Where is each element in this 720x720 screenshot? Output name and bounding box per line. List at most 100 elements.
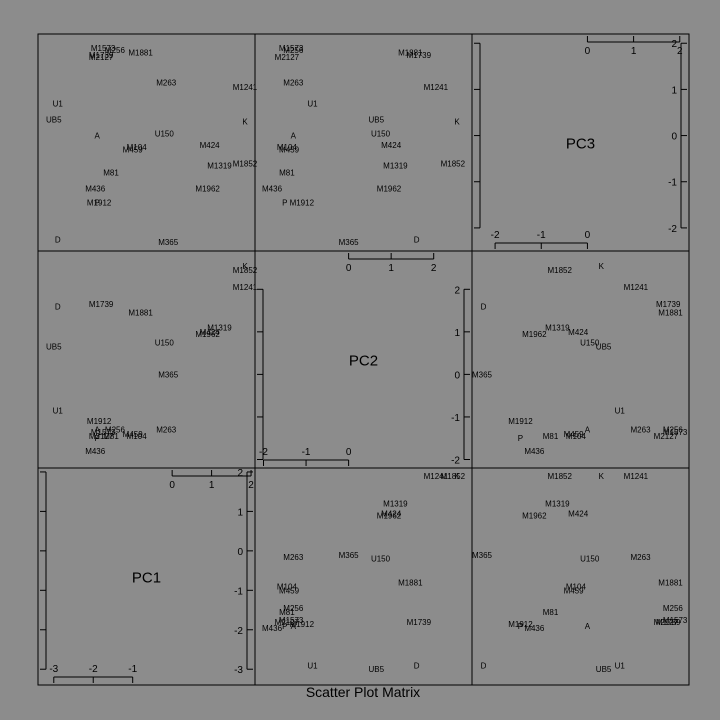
point-M1241: M1241	[233, 283, 258, 292]
point-M459: M459	[279, 586, 300, 595]
point-UB5: UB5	[368, 115, 384, 124]
point-U1: U1	[615, 407, 626, 416]
point-M436: M436	[262, 624, 283, 633]
tick-label-PC3-right: -1	[668, 178, 677, 189]
point-U1: U1	[307, 661, 318, 670]
point-M424: M424	[381, 141, 402, 150]
point-M1319: M1319	[545, 324, 570, 333]
point-M1319: M1319	[207, 324, 232, 333]
point-D: D	[414, 661, 420, 670]
point-M256: M256	[283, 46, 304, 55]
point-M104: M104	[127, 143, 148, 152]
point-M1319: M1319	[545, 500, 570, 509]
point-M256: M256	[105, 426, 126, 435]
point-M1912: M1912	[290, 199, 315, 208]
point-P: P	[282, 199, 287, 208]
point-M2127: M2127	[89, 432, 114, 441]
point-UB5: UB5	[368, 665, 384, 674]
point-M1962: M1962	[195, 185, 220, 194]
point-M436: M436	[85, 447, 106, 456]
tick-label-PC1-right: -2	[234, 626, 243, 637]
point-M81: M81	[543, 608, 559, 617]
point-M459: M459	[564, 586, 585, 595]
point-U1: U1	[53, 99, 64, 108]
tick-label-PC3-top: 2	[677, 46, 683, 57]
point-M1739: M1739	[656, 618, 681, 627]
point-M81: M81	[279, 608, 295, 617]
point-M2127: M2127	[89, 53, 114, 62]
tick-label-PC1-right: 0	[237, 547, 243, 558]
point-M81: M81	[103, 432, 119, 441]
point-A: A	[585, 426, 591, 435]
point-K: K	[242, 118, 248, 127]
point-U150: U150	[155, 129, 175, 138]
tick-label-PC1-right: -3	[234, 665, 243, 676]
point-A: A	[95, 426, 101, 435]
point-M459: M459	[279, 145, 300, 154]
point-M1912: M1912	[87, 199, 112, 208]
point-M104: M104	[277, 582, 298, 591]
point-K: K	[454, 118, 460, 127]
point-M104: M104	[277, 143, 298, 152]
point-M1573: M1573	[279, 44, 304, 53]
point-A: A	[291, 132, 297, 141]
point-M263: M263	[156, 426, 177, 435]
tick-label-PC3-right: -2	[668, 224, 677, 235]
point-K: K	[599, 472, 605, 481]
point-M104: M104	[566, 432, 587, 441]
point-M1912: M1912	[508, 620, 533, 629]
point-M104: M104	[127, 432, 148, 441]
point-M1881: M1881	[128, 48, 153, 57]
point-M436: M436	[524, 447, 545, 456]
point-UB5: UB5	[46, 115, 62, 124]
point-U150: U150	[371, 555, 391, 564]
point-M1852: M1852	[547, 266, 572, 275]
tick-label-PC3-right: 1	[671, 85, 677, 96]
point-M1573: M1573	[91, 44, 116, 53]
point-P: P	[518, 622, 523, 631]
tick-label-PC2-top: 1	[388, 263, 394, 274]
point-M2127: M2127	[654, 432, 679, 441]
point-UB5: UB5	[596, 343, 612, 352]
point-M436: M436	[262, 185, 283, 194]
point-UB5: UB5	[596, 665, 612, 674]
point-M1573: M1573	[663, 616, 688, 625]
point-U1: U1	[307, 99, 318, 108]
point-M1852: M1852	[233, 266, 258, 275]
point-UB5: UB5	[46, 343, 62, 352]
point-M2127: M2127	[275, 618, 300, 627]
point-M1852: M1852	[233, 159, 258, 168]
tick-label-PC3-top: 1	[631, 46, 637, 57]
point-U1: U1	[53, 407, 64, 416]
point-M424: M424	[200, 328, 221, 337]
point-M1881: M1881	[658, 578, 683, 587]
tick-label-PC1-bottom: -2	[89, 664, 98, 675]
point-D: D	[481, 302, 487, 311]
point-U1: U1	[615, 661, 626, 670]
point-M1739: M1739	[656, 300, 681, 309]
variable-label-PC2: PC2	[349, 353, 378, 370]
point-M256: M256	[105, 46, 126, 55]
tick-label-PC1-right: 1	[237, 507, 243, 518]
tick-label-PC3-right: 2	[671, 39, 677, 50]
point-M1912: M1912	[87, 417, 112, 426]
point-M1962: M1962	[522, 511, 547, 520]
panel-frames	[37, 33, 690, 686]
point-M1912: M1912	[508, 417, 533, 426]
point-M81: M81	[279, 169, 295, 178]
tick-label-PC1-top: 0	[169, 480, 175, 491]
point-M459: M459	[123, 145, 144, 154]
point-M1739: M1739	[407, 618, 432, 627]
point-P: P	[95, 199, 100, 208]
point-U150: U150	[580, 555, 600, 564]
point-M424: M424	[568, 509, 589, 518]
axis-ticks: -3 -2 -1 -3 -2 -1 0 1 2 0 1 2 -2 -1 0 -2 -1 0 1 2 0 1 2 -2 -1 0 -2…	[40, 36, 687, 683]
point-M459: M459	[123, 430, 144, 439]
tick-label-PC3-bottom: -1	[537, 230, 546, 241]
point-M1241: M1241	[624, 283, 649, 292]
point-U150: U150	[580, 338, 600, 347]
point-M1962: M1962	[195, 330, 220, 339]
tick-label-PC2-top: 2	[431, 263, 437, 274]
point-M263: M263	[631, 426, 652, 435]
tick-label-PC2-right: -2	[451, 455, 460, 466]
